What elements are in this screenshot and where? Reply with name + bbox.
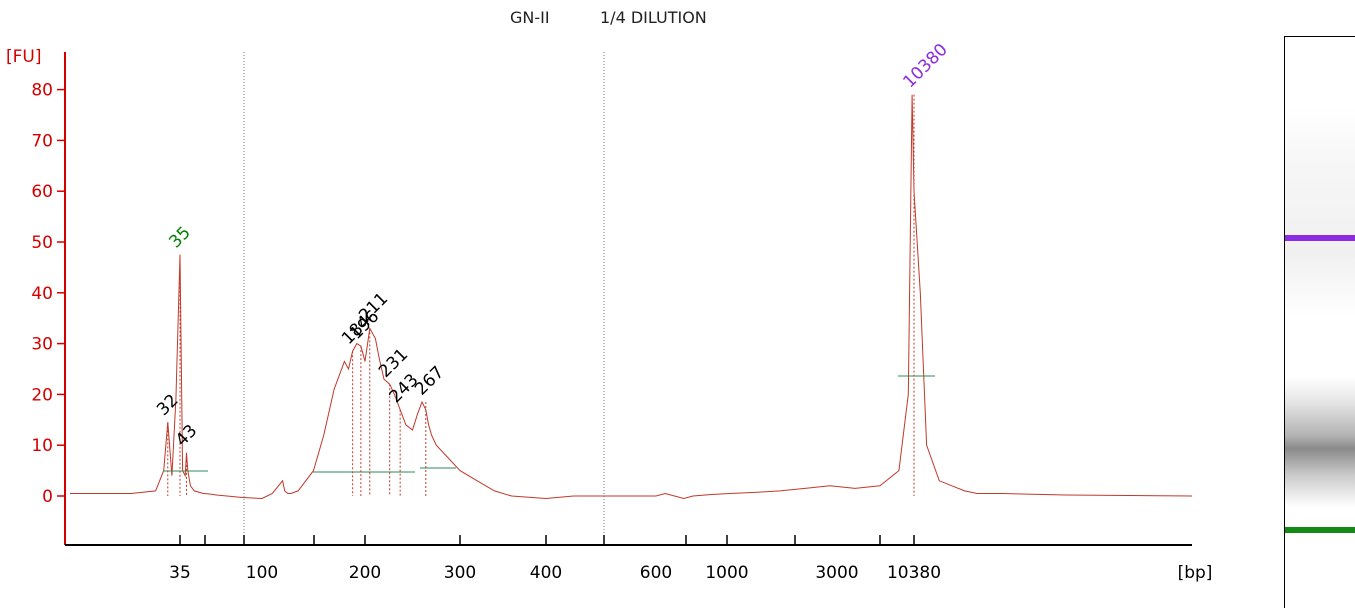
x-tick-label: 400	[530, 563, 562, 583]
trace-line	[70, 94, 1193, 500]
y-tick-label: 60	[31, 182, 53, 202]
gel-lower-marker-band	[1285, 527, 1355, 533]
x-tick-label: 100	[246, 563, 278, 583]
peak-label: 267	[411, 362, 448, 399]
y-tick-label: 80	[31, 81, 53, 101]
chart-title-dilution: 1/4 DILUTION	[600, 8, 707, 27]
y-tick-label: 70	[31, 131, 53, 151]
x-tick-label: 3000	[815, 563, 858, 583]
x-tick-label: 1000	[705, 563, 748, 583]
y-tick-label: 40	[31, 284, 53, 304]
peak-label: 32	[153, 390, 182, 419]
peak-label: 35	[165, 223, 194, 252]
gel-upper-marker-band	[1285, 235, 1355, 241]
gel-image-lane	[1284, 36, 1355, 608]
x-tick-label: 600	[640, 563, 672, 583]
peak-label: 10380	[899, 40, 951, 92]
y-axis-label: [FU]	[6, 47, 42, 67]
x-tick-label: 200	[349, 563, 381, 583]
y-tick-label: 0	[42, 487, 53, 507]
x-tick-label: 300	[444, 563, 476, 583]
x-axis-label: [bp]	[1178, 563, 1213, 583]
y-tick-label: 20	[31, 385, 53, 405]
x-tick-label: 35	[169, 563, 191, 583]
peak-label: 43	[172, 421, 201, 450]
gel-sample-smear	[1285, 377, 1355, 507]
y-tick-label: 50	[31, 233, 53, 253]
y-tick-label: 30	[31, 335, 53, 355]
electropherogram-chart: 0 10 20 30 40 50 60 70 80 [FU] 35 100 200 300 400 600 10…	[6, 40, 1213, 583]
x-tick-label: 10380	[887, 563, 941, 583]
y-tick-label: 10	[31, 436, 53, 456]
chart-title-sample: GN-II	[510, 8, 550, 27]
gel-background-smear	[1285, 107, 1355, 317]
